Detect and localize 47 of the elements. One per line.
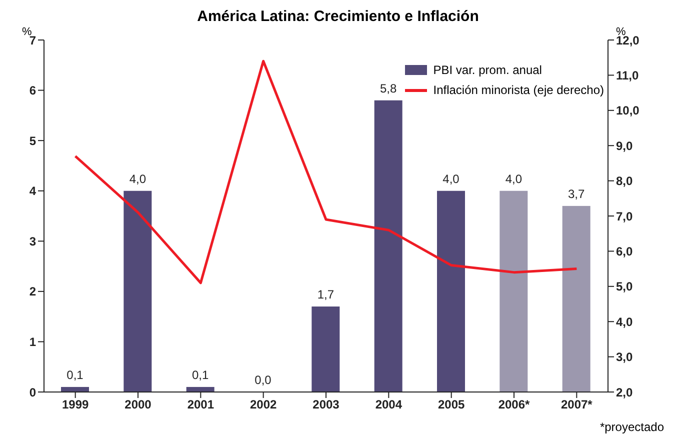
chart-title: América Latina: Crecimiento e Inflación <box>196 8 480 25</box>
y-tick-label: 0 <box>29 385 36 400</box>
data-label: 3,7 <box>568 186 585 201</box>
data-label: 4,0 <box>129 172 146 186</box>
x-tick-label: 2003 <box>312 398 340 412</box>
data-label: 4,0 <box>442 172 460 186</box>
bar <box>186 386 214 392</box>
y2-tick-label: 6,0 <box>616 244 634 258</box>
bar <box>437 190 465 392</box>
x-tick-label: 2001 <box>187 398 214 412</box>
y-tick-label: 3 <box>29 234 36 248</box>
y2-tick-label: 8,0 <box>616 174 634 188</box>
data-label: 0,0 <box>254 373 272 387</box>
legend-label: PBI var. prom. anual <box>433 62 542 79</box>
data-label: 5,8 <box>380 81 397 96</box>
y-tick-label: 5 <box>29 134 36 148</box>
y-tick-label: 2 <box>29 284 36 299</box>
legend-label: Inflación minorista (eje derecho) <box>433 82 604 99</box>
data-label: 4,0 <box>505 172 522 186</box>
bar <box>562 206 590 392</box>
y-tick-label: 4 <box>29 184 36 198</box>
y2-tick-label: 5,0 <box>616 280 634 294</box>
y-tick-label: 6 <box>29 84 36 98</box>
x-tick-label: 2004 <box>375 398 402 412</box>
y2-tick-label: 9,0 <box>616 138 634 153</box>
y2-tick-label: 2,0 <box>616 385 634 400</box>
text: *proyectado <box>600 420 664 434</box>
y2-tick-label: 11,0 <box>616 68 640 82</box>
bar <box>61 386 89 392</box>
x-tick-label: 2002 <box>250 398 278 412</box>
y-tick-label: 1 <box>29 334 36 349</box>
bar <box>500 190 528 392</box>
x-tick-label: 2000 <box>124 398 152 412</box>
x-tick-label: 2007* <box>560 398 593 412</box>
bar <box>374 100 402 392</box>
data-label: 0,1 <box>192 368 209 382</box>
y2-tick-label: 3,0 <box>616 350 634 364</box>
data-label: 0,1 <box>66 368 84 382</box>
x-tick-label: 1999 <box>62 398 90 412</box>
y2-tick-label: 10,0 <box>616 104 640 118</box>
bar <box>312 306 340 392</box>
x-tick-label: 2006* <box>498 398 530 412</box>
x-tick-label: 2005 <box>438 398 466 412</box>
bar <box>124 190 152 392</box>
data-label: 1,7 <box>317 288 334 302</box>
y2-tick-label: 4,0 <box>616 314 634 329</box>
y2-tick-label: 7,0 <box>616 209 634 224</box>
